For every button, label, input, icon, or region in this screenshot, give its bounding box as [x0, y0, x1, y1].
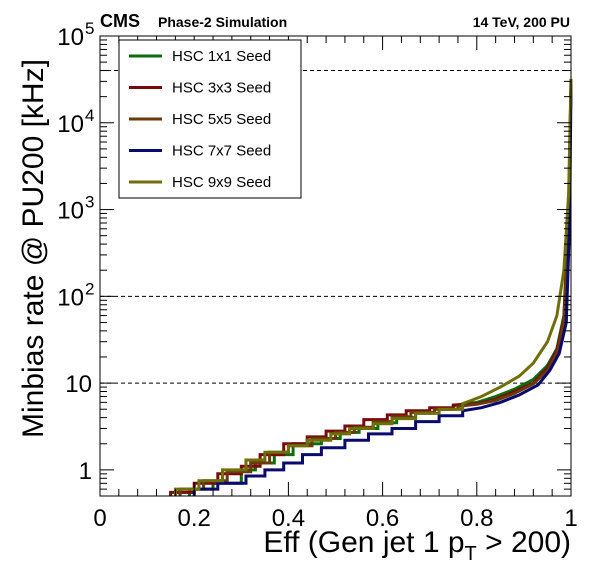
y-axis-title: Minbias rate @ PU200 [kHz]	[17, 59, 50, 438]
y-tick-label: 10	[57, 198, 84, 225]
simulation-label: Phase-2 Simulation	[158, 14, 287, 30]
legend-entry-label: HSC 7x7 Seed	[172, 143, 271, 160]
y-tick-label: 1	[79, 458, 92, 485]
x-axis-title-tail: > 200)	[477, 526, 571, 559]
legend: HSC 1x1 Seed HSC 3x3 Seed HSC 5x5 Seed HSC …	[119, 40, 301, 198]
legend-entry-label: HSC 3x3 Seed	[172, 80, 271, 97]
legend-entry-label: HSC 5x5 Seed	[172, 111, 271, 128]
y-tick-exponent: 2	[85, 279, 94, 298]
y-tick-label: 10	[57, 111, 84, 138]
conditions-label: 14 TeV, 200 PU	[473, 14, 570, 30]
legend-entry-label: HSC 1x1 Seed	[172, 48, 271, 65]
x-tick-label: 0	[93, 505, 106, 532]
x-axis-title-main: Eff (Gen jet 1 p	[263, 526, 464, 559]
y-tick-label: 10	[57, 24, 84, 51]
y-tick-label: 10	[57, 284, 84, 311]
x-axis-title-sub: T	[465, 543, 477, 565]
legend-entry-label: HSC 9x9 Seed	[172, 174, 271, 191]
y-tick-exponent: 5	[85, 19, 94, 38]
y-tick-label: 10	[65, 371, 92, 398]
x-tick-label: 0.2	[178, 505, 211, 532]
y-tick-exponent: 4	[85, 106, 94, 125]
cms-label: CMS	[100, 11, 140, 31]
y-tick-exponent: 3	[85, 193, 94, 212]
